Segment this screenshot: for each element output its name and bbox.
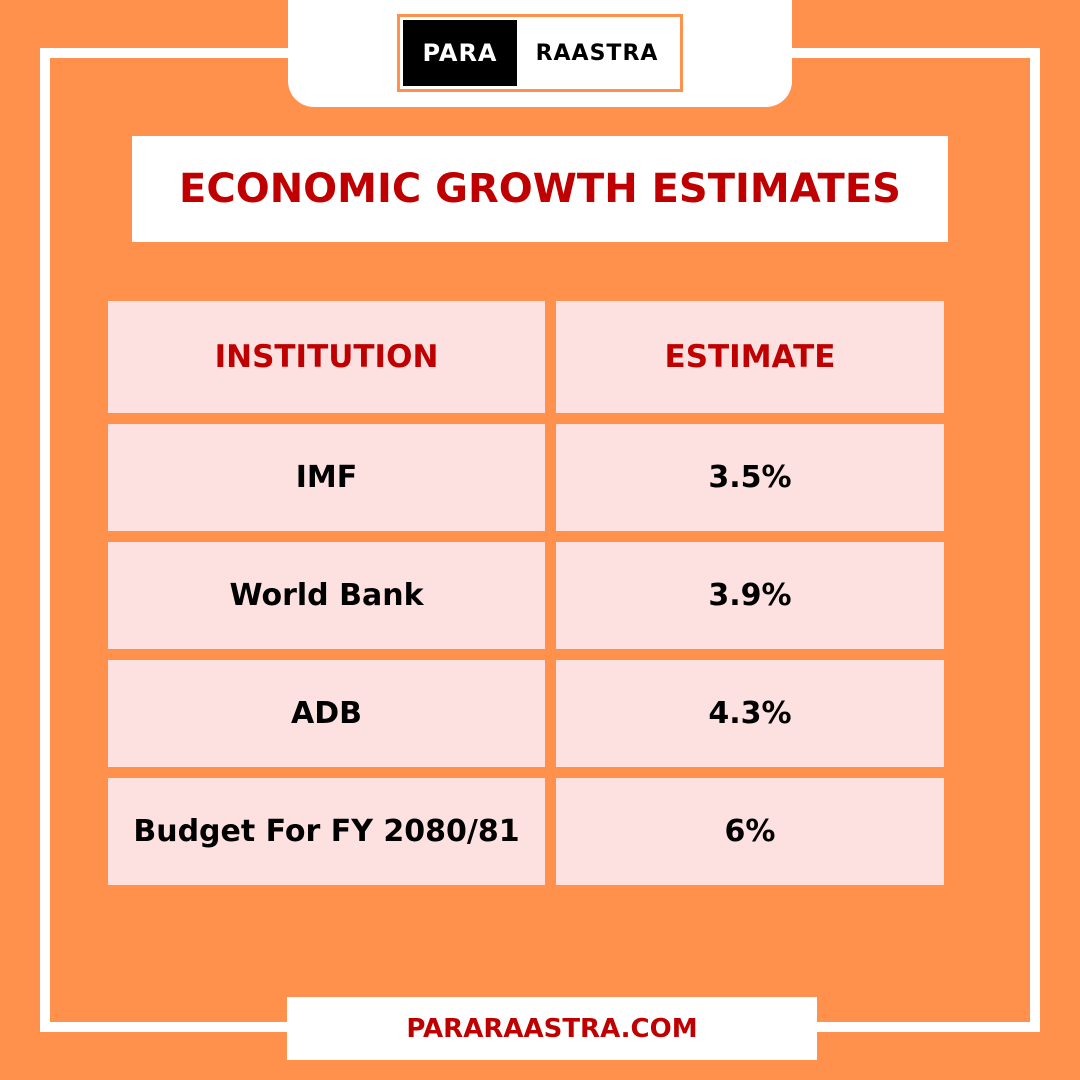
logo-left: PARA <box>403 20 517 86</box>
title: ECONOMIC GROWTH ESTIMATES <box>132 136 948 242</box>
table-cell: Budget For FY 2080/81 <box>108 778 545 885</box>
table-cell: 4.3% <box>556 660 944 767</box>
table-cell: 6% <box>556 778 944 885</box>
footer: PARARAASTRA.COM <box>287 997 817 1060</box>
header-cell: INSTITUTION <box>108 301 545 413</box>
logo: PARA RAASTRA <box>397 14 683 92</box>
table-cell: IMF <box>108 424 545 531</box>
logo-right: RAASTRA <box>535 40 659 66</box>
table-cell: World Bank <box>108 542 545 649</box>
table-cell: ADB <box>108 660 545 767</box>
table-cell: 3.5% <box>556 424 944 531</box>
header-cell: ESTIMATE <box>556 301 944 413</box>
table-cell: 3.9% <box>556 542 944 649</box>
